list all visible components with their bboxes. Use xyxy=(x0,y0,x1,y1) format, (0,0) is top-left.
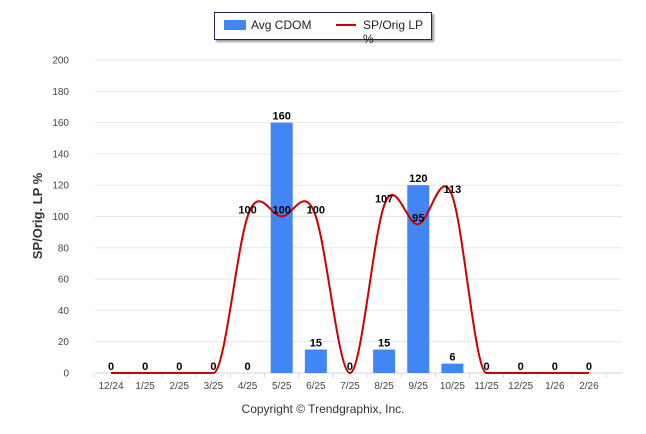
bar-data-label: 0 xyxy=(108,361,114,373)
copyright: Copyright © Trendgraphix, Inc. xyxy=(241,402,405,416)
line-data-label: 113 xyxy=(444,184,462,196)
x-tick-label: 10/25 xyxy=(440,381,465,392)
y-tick-label: 180 xyxy=(52,87,69,98)
x-tick-label: 8/25 xyxy=(374,381,394,392)
bar-data-label: 15 xyxy=(310,338,322,350)
line-data-label: 100 xyxy=(238,205,256,217)
legend: Avg CDOM SP/Orig LP % xyxy=(214,12,432,46)
y-tick-label: 160 xyxy=(52,118,69,129)
bar-data-label: 0 xyxy=(210,361,216,373)
bar xyxy=(270,122,293,373)
x-tick-label: 6/25 xyxy=(306,381,326,392)
y-tick-label: 60 xyxy=(58,275,70,286)
x-tick-label: 12/24 xyxy=(98,381,123,392)
y-tick-label: 100 xyxy=(52,212,69,223)
x-tick-label: 3/25 xyxy=(204,381,224,392)
bar-data-label: 0 xyxy=(244,361,250,373)
y-tick-label: 40 xyxy=(58,306,70,317)
bar-data-label: 160 xyxy=(273,111,291,123)
line-data-label: 95 xyxy=(412,212,424,224)
bar-data-label: 0 xyxy=(142,361,148,373)
legend-item-avg-cdom[interactable]: Avg CDOM xyxy=(251,18,312,32)
y-tick-label: 0 xyxy=(63,369,69,380)
legend-line-swatch xyxy=(336,24,356,26)
x-tick-label: 1/25 xyxy=(135,381,155,392)
x-tick-label: 2/25 xyxy=(170,381,190,392)
x-tick-label: 11/25 xyxy=(474,381,499,392)
x-tick-label: 12/25 xyxy=(508,381,533,392)
bar xyxy=(441,363,464,373)
bar-data-label: 0 xyxy=(176,361,182,373)
y-tick-label: 140 xyxy=(52,149,69,160)
bar-data-label: 120 xyxy=(409,173,427,185)
bar-data-label: 0 xyxy=(347,361,353,373)
bar-data-label: 0 xyxy=(483,361,489,373)
x-tick-label: 4/25 xyxy=(238,381,258,392)
bar xyxy=(304,349,327,373)
bar-data-label: 0 xyxy=(586,361,592,373)
line-data-label: 100 xyxy=(273,205,291,217)
x-tick-label: 5/25 xyxy=(272,381,292,392)
x-tick-label: 1/26 xyxy=(545,381,565,392)
line-data-label: 100 xyxy=(307,205,325,217)
bar-data-label: 0 xyxy=(518,361,524,373)
bar-data-label: 6 xyxy=(449,352,455,364)
y-tick-label: 20 xyxy=(58,337,70,348)
x-tick-label: 7/25 xyxy=(340,381,360,392)
line-series-sp-orig xyxy=(111,185,589,375)
y-tick-label: 120 xyxy=(52,181,69,192)
bar xyxy=(373,349,396,373)
y-axis-title: SP/Orig. LP % xyxy=(30,172,45,259)
bar-data-label: 0 xyxy=(552,361,558,373)
x-tick-label: 2/26 xyxy=(579,381,599,392)
bar xyxy=(407,185,430,373)
x-tick-label: 9/25 xyxy=(409,381,429,392)
y-tick-label: 200 xyxy=(52,56,69,67)
bar-data-label: 15 xyxy=(378,338,390,350)
legend-item-sp-orig[interactable]: SP/Orig LP % xyxy=(363,18,423,46)
line-data-label: 107 xyxy=(375,194,393,206)
legend-bar-swatch xyxy=(224,20,246,30)
y-tick-label: 80 xyxy=(58,243,70,254)
